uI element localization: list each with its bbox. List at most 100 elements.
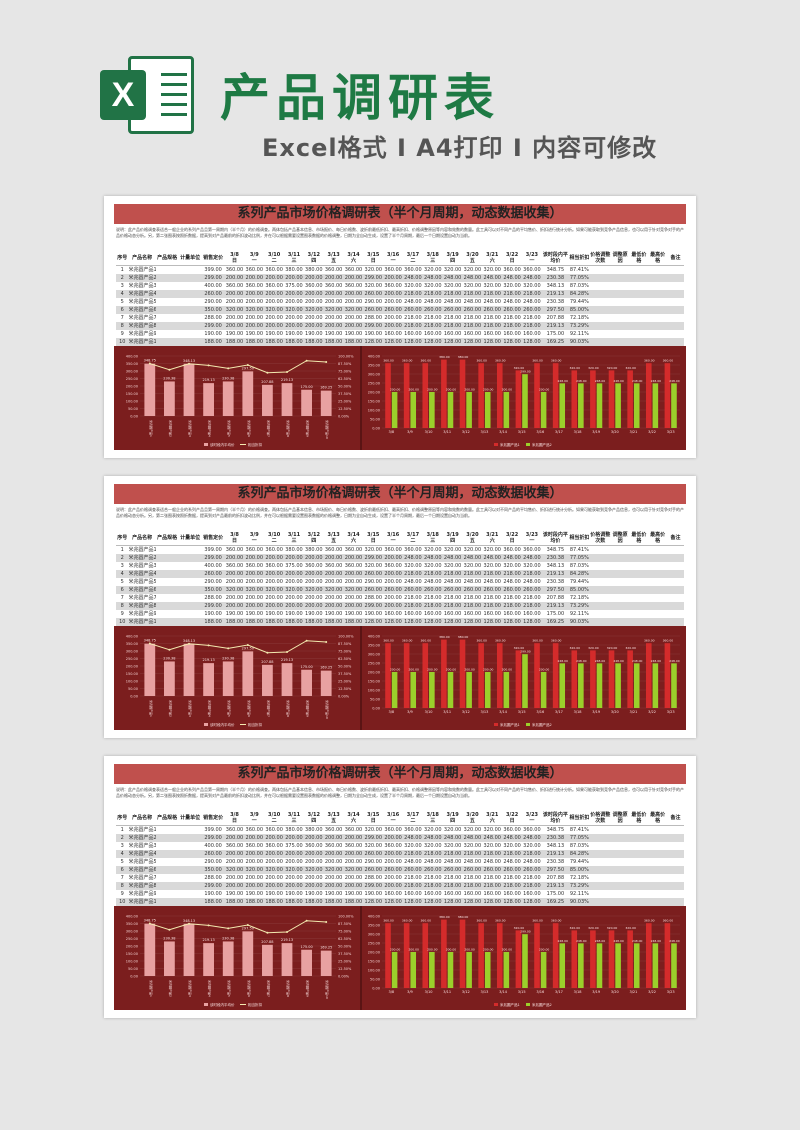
table-cell: 320.00 <box>364 267 383 273</box>
column-header: 3/15 日 <box>363 251 384 266</box>
product2-bar <box>671 943 677 988</box>
table-cell: 190.00 <box>305 331 323 337</box>
y-tick-label: 400.00 <box>126 355 138 359</box>
table-cell: 188.00 <box>323 898 344 906</box>
table-cell: 288.00 <box>204 315 222 321</box>
table-cell <box>179 578 202 586</box>
table-cell: 218.00 <box>462 850 483 858</box>
table-cell <box>156 266 179 275</box>
table-cell: 200.00 <box>264 850 285 858</box>
table-cell: 320.00 <box>224 866 245 874</box>
x-tick-label: 3/21 <box>630 430 638 434</box>
table-cell: 200.00 <box>324 315 343 321</box>
column-header: 3/9 一 <box>244 531 265 546</box>
table-cell: 87.03% <box>569 843 589 849</box>
table-cell: 230.38 <box>541 274 569 282</box>
table-cell: 200.00 <box>224 850 245 858</box>
column-header: 序号 <box>116 531 129 546</box>
table-cell: 248.00 <box>503 859 521 865</box>
bar-data-label: 320.00 <box>514 366 525 370</box>
product1-bar <box>645 643 652 708</box>
product1-bar <box>478 363 484 428</box>
table-cell: 299.00 <box>363 322 384 330</box>
bar-data-label: 200.00 <box>390 668 401 672</box>
bar-data-label: 219.13 <box>202 938 214 942</box>
table-cell <box>610 850 630 858</box>
table-cell <box>155 618 179 626</box>
table-row: 7 米兆圆产品7 288.00 200.00 200.00 200.00 200.00 200… <box>116 314 684 322</box>
table-cell: 360.00 <box>344 843 363 849</box>
bar-data-label: 320.00 <box>607 926 618 930</box>
bar-data-label: 200.00 <box>464 388 475 392</box>
table-cell: 200.00 <box>323 290 344 298</box>
table-cell: 128.00 <box>442 898 463 906</box>
product1-bar <box>590 650 596 708</box>
x-tick-label: 米兆圆产品6 <box>247 420 252 437</box>
table-cell <box>156 842 179 850</box>
bar-data-label: 360.00 <box>383 359 394 363</box>
table-cell <box>629 610 648 618</box>
x-tick-label: 3/17 <box>555 710 563 714</box>
table-cell <box>629 826 648 835</box>
legend-label: 米兆圆产品1 <box>500 722 520 727</box>
table-cell <box>629 298 648 306</box>
table-cell: 320.00 <box>463 283 482 289</box>
y2-tick-label: 62.50% <box>338 657 352 661</box>
table-cell: 288.00 <box>204 595 222 601</box>
avg-price-bar <box>262 384 273 416</box>
table-cell: 92.11% <box>569 611 589 617</box>
table-cell <box>589 570 611 578</box>
x-tick-label: 米兆圆产品4 <box>208 700 213 717</box>
table-cell: 90.03% <box>568 618 590 626</box>
y2-tick-label: 12.50% <box>338 967 352 971</box>
table-cell: 320.00 <box>323 306 344 314</box>
table-cell: 160.00 <box>483 331 501 337</box>
table-cell: 380.00 <box>285 267 303 273</box>
table-cell: 320.00 <box>364 547 383 553</box>
table-cell <box>648 266 667 275</box>
discount-point <box>227 647 230 650</box>
table-cell <box>590 330 611 338</box>
table-cell <box>667 890 684 898</box>
table-cell: 248.00 <box>463 579 482 585</box>
table-cell: 160.00 <box>404 891 422 897</box>
table-cell: 260.00 <box>403 306 423 314</box>
table-cell: 200.00 <box>323 834 344 842</box>
avg-price-bar <box>222 941 234 976</box>
table-cell: 200.00 <box>284 554 304 562</box>
product1-bar <box>478 643 484 708</box>
discount-point <box>305 919 308 922</box>
table-cell: 375.00 <box>285 843 303 849</box>
column-header: 产品名称 <box>128 531 156 546</box>
table-cell: 218.00 <box>503 875 521 881</box>
table-cell: 6 <box>116 866 129 874</box>
y-tick-label: 150.00 <box>368 680 380 684</box>
table-cell <box>629 570 649 578</box>
table-cell: 320.00 <box>483 563 501 569</box>
y-tick-label: 250.00 <box>368 662 380 666</box>
table-cell: 260.00 <box>363 850 384 858</box>
column-header: 计量单位 <box>178 531 202 546</box>
table-cell <box>590 842 611 850</box>
chart-area: 0.00 0.00% 50.00 12.50% 100.00 25.00% 150.00 37… <box>114 626 686 730</box>
table-cell: 290.00 <box>204 299 222 305</box>
table-cell: 7 <box>120 595 124 601</box>
x-tick-label: 3/21 <box>630 990 638 994</box>
column-header: 3/19 四 <box>442 531 463 546</box>
table-cell: 8 <box>116 322 129 330</box>
table-cell <box>178 586 202 594</box>
column-header: 3/22 日 <box>502 531 522 546</box>
table-cell <box>156 330 179 338</box>
table-cell: 200.00 <box>305 875 323 881</box>
product1-bar <box>608 930 615 988</box>
product1-bar <box>385 923 391 988</box>
table-cell: 248.00 <box>404 579 422 585</box>
table-cell: 米兆圆产品5 <box>128 859 156 865</box>
report-sheet: 系列产品市场价格调研表（半个月周期，动态数据收集） 说明：此产品价格调查表适合一般… <box>104 196 696 458</box>
table-cell: 200.00 <box>245 595 264 601</box>
table-cell: 350.00 <box>201 306 225 314</box>
product2-bar <box>633 943 640 988</box>
sheet-description: 说明：此产品价格调查表适合一般企业的系列产品且第一周期内（半个月）的价格调查。两… <box>116 787 684 798</box>
y-tick-label: 300.00 <box>126 650 138 654</box>
table-cell: 375.00 <box>285 283 303 289</box>
